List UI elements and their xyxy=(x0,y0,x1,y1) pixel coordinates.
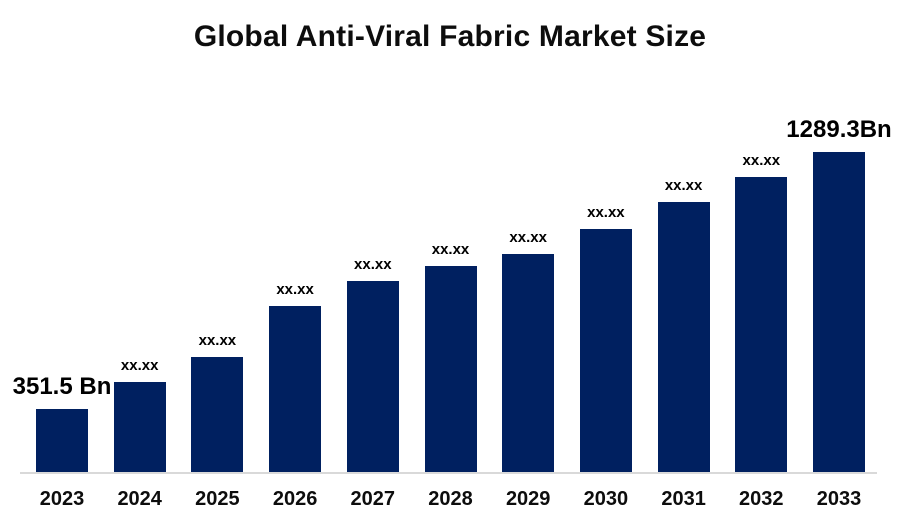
bar-2023 xyxy=(36,409,88,473)
x-axis-label-2033: 2033 xyxy=(816,488,862,510)
x-axis-label-2027: 2027 xyxy=(350,488,396,510)
bar-2032 xyxy=(735,177,788,473)
x-axis-label-2031: 2031 xyxy=(661,488,706,510)
bar-value-label-2024: xx.xx xyxy=(120,357,159,374)
x-axis-line xyxy=(20,472,877,474)
bar-2027 xyxy=(346,281,399,473)
bar-2026 xyxy=(269,306,322,473)
x-axis-label-2030: 2030 xyxy=(583,488,629,510)
x-axis-label-2028: 2028 xyxy=(428,488,473,510)
bar-2033 xyxy=(813,152,865,473)
bar-value-label-2025: xx.xx xyxy=(198,332,237,349)
bar-value-label-2033: 1289.3Bn xyxy=(786,116,892,143)
bar-2024 xyxy=(113,382,166,473)
bar-value-label-2031: xx.xx xyxy=(664,177,703,194)
bar-2025 xyxy=(191,357,244,473)
bar-2031 xyxy=(657,202,710,473)
bar-value-label-2023: 351.5 Bn xyxy=(12,373,112,400)
x-axis-label-2029: 2029 xyxy=(505,488,551,510)
bar-value-label-2029: xx.xx xyxy=(509,229,547,246)
x-axis-label-2032: 2032 xyxy=(739,488,784,510)
bar-value-label-2030: xx.xx xyxy=(587,204,625,221)
x-axis-label-2023: 2023 xyxy=(39,488,85,510)
bar-2030 xyxy=(579,229,632,473)
bar-value-label-2027: xx.xx xyxy=(354,256,392,273)
chart-title: Global Anti-Viral Fabric Market Size xyxy=(193,20,707,53)
x-axis-label-2026: 2026 xyxy=(272,488,318,510)
bar-2029 xyxy=(502,254,555,473)
bar-value-label-2026: xx.xx xyxy=(276,281,314,298)
bar-value-label-2028: xx.xx xyxy=(431,241,470,258)
bar-2028 xyxy=(424,266,477,473)
x-axis-label-2024: 2024 xyxy=(117,488,162,510)
bar-value-label-2032: xx.xx xyxy=(742,152,781,169)
x-axis-label-2025: 2025 xyxy=(195,488,240,510)
